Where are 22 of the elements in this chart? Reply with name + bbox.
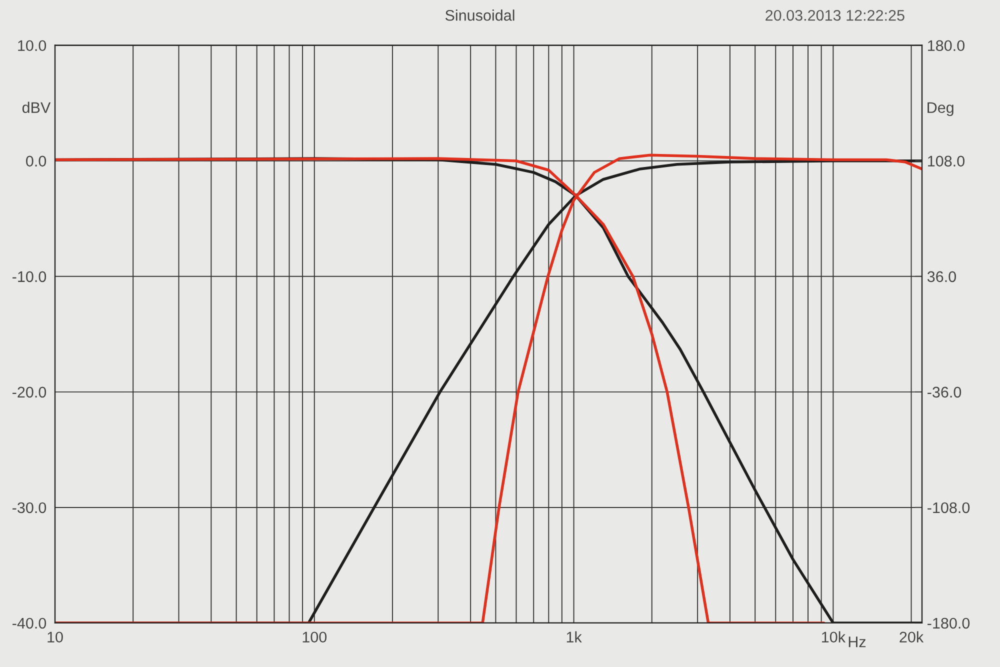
y-tick-label: 0.0 xyxy=(26,156,46,167)
y2-axis-title: Deg xyxy=(928,102,954,116)
y-tick-label: 10.0 xyxy=(18,40,46,52)
x-tick-label: 1k xyxy=(566,631,582,642)
x-tick-label: 100 xyxy=(302,632,327,643)
y-axis-title: dBV xyxy=(22,102,51,113)
y2-tick-label: 180.0 xyxy=(928,40,964,52)
y-tick-label: -20.0 xyxy=(12,386,46,398)
x-tick-label: 20k xyxy=(900,631,924,643)
y-tick-label: -40.0 xyxy=(12,618,46,629)
text: 20.03.2013 12:22:25 xyxy=(766,10,904,21)
chart-title: Sinusoidal xyxy=(445,10,514,21)
x-tick-label: 10 xyxy=(48,632,63,643)
x-axis-title: Hz xyxy=(848,636,866,648)
y2-tick-label: -36.0 xyxy=(928,386,962,398)
y2-tick-label: -108.0 xyxy=(928,502,970,514)
x-tick-label: 10k xyxy=(822,631,846,643)
y2-tick-label: -180.0 xyxy=(928,618,970,629)
y2-tick-label: 108.0 xyxy=(928,156,964,167)
y-tick-label: -30.0 xyxy=(12,502,46,514)
y-tick-label: -10.0 xyxy=(12,271,46,282)
y2-tick-label: 36.0 xyxy=(927,271,956,282)
